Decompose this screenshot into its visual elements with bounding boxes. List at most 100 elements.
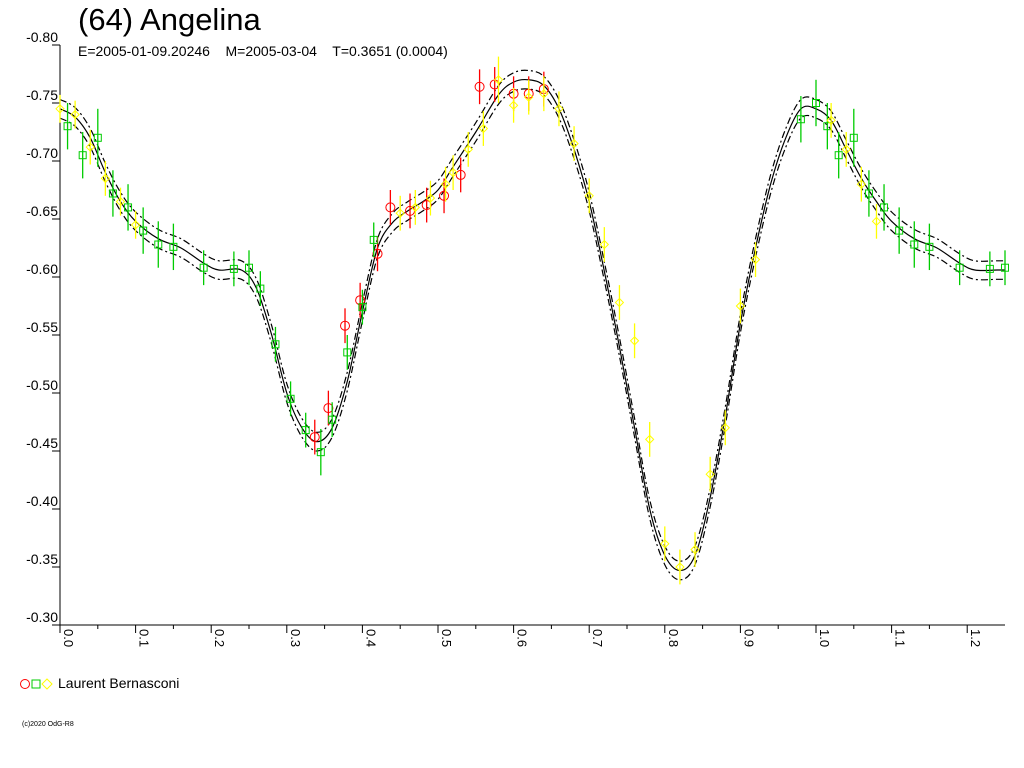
data-point-square xyxy=(369,235,378,244)
data-point-diamond xyxy=(448,167,458,178)
data-point-circle xyxy=(455,169,466,180)
data-point-square xyxy=(1001,263,1009,272)
legend-diamond-icon xyxy=(41,678,53,690)
data-point-diamond xyxy=(660,539,670,549)
data-point-circle xyxy=(323,403,334,414)
fit-upper-band xyxy=(59,69,1005,562)
data-point-square xyxy=(93,133,102,142)
x-tick-label: 0.4 xyxy=(363,629,378,647)
tick-labels: -0.80 -0.75 -0.70 -0.65 -0.60 -0.55 -0.50 -0.45… xyxy=(26,29,983,647)
x-tick-label: 0.0 xyxy=(61,629,76,647)
data-point-diamond xyxy=(629,336,640,346)
data-point-square xyxy=(245,263,253,272)
data-point-circle xyxy=(421,200,432,211)
data-point-square xyxy=(286,394,295,403)
data-point-diamond xyxy=(463,144,473,155)
data-point-diamond xyxy=(675,562,685,572)
x-tick-label: 0.3 xyxy=(288,629,303,647)
data-point-circle xyxy=(309,432,320,443)
data-point-diamond xyxy=(750,254,761,265)
x-tick-label: 0.9 xyxy=(741,629,756,647)
legend-circle-icon xyxy=(20,679,30,689)
legend-square-icon xyxy=(31,679,41,689)
data-point-square xyxy=(849,133,858,142)
data-point-square xyxy=(328,415,337,424)
x-tick-label: 0.1 xyxy=(137,629,152,647)
data-point-diamond xyxy=(478,123,489,134)
data-point-square xyxy=(78,151,87,160)
data-point-diamond xyxy=(410,202,421,213)
data-point-diamond xyxy=(735,301,746,311)
chart-title: (64) Angelina xyxy=(78,2,261,37)
data-point-diamond xyxy=(70,109,80,120)
data-point-square xyxy=(796,115,805,124)
data-point-square xyxy=(63,122,72,131)
x-tick-label: 1.2 xyxy=(968,629,983,647)
data-point-circle xyxy=(474,81,485,92)
y-tick-label: -0.55 xyxy=(26,319,58,335)
x-tick-label: 0.7 xyxy=(590,629,605,647)
data-point-square xyxy=(139,226,148,235)
y-tick-label: -0.40 xyxy=(26,493,58,509)
data-point-square xyxy=(108,189,117,198)
data-point-diamond xyxy=(614,297,625,308)
y-tick-label: -0.35 xyxy=(26,551,58,567)
data-point-square xyxy=(812,99,820,107)
x-tick-label: 1.1 xyxy=(893,629,908,647)
y-tick-label: -0.70 xyxy=(26,145,58,161)
data-point-diamond xyxy=(644,434,655,445)
data-point-diamond xyxy=(539,89,549,99)
data-point-diamond xyxy=(85,142,95,152)
data-point-square xyxy=(895,226,904,235)
y-tick-label: -0.50 xyxy=(26,377,58,393)
data-point-square xyxy=(124,203,133,212)
data-points xyxy=(55,56,1009,585)
x-tick-label: 0.6 xyxy=(515,629,530,647)
data-point-square xyxy=(358,303,367,312)
legend-label: Laurent Bernasconi xyxy=(58,675,180,691)
data-point-square xyxy=(301,426,310,435)
data-point-diamond xyxy=(524,92,534,102)
y-tick-label: -0.60 xyxy=(26,261,58,277)
data-point-square xyxy=(910,240,919,249)
data-point-square xyxy=(955,263,964,272)
legend: Laurent Bernasconi xyxy=(18,674,179,694)
data-point-diamond xyxy=(871,216,882,227)
x-tick-label: 0.2 xyxy=(212,629,227,647)
data-point-circle xyxy=(385,202,396,213)
data-point-diamond xyxy=(599,239,610,250)
chart-subtitle: E=2005-01-09.20246 M=2005-03-04 T=0.3651… xyxy=(78,43,448,59)
data-point-circle xyxy=(340,320,351,331)
data-point-diamond xyxy=(100,173,111,184)
data-point-square xyxy=(229,264,238,273)
data-point-circle xyxy=(372,248,383,259)
x-tick-label: 1.0 xyxy=(817,629,832,647)
data-point-diamond xyxy=(705,469,715,479)
data-point-square xyxy=(864,189,873,198)
y-tick-label: -0.75 xyxy=(26,87,58,103)
data-point-square xyxy=(271,340,280,349)
data-point-square xyxy=(199,263,208,272)
data-point-diamond xyxy=(690,544,700,555)
x-tick-label: 0.8 xyxy=(666,629,681,647)
data-point-diamond xyxy=(841,144,851,155)
copyright-note: (c)2020 OdG-R8 xyxy=(22,721,74,728)
data-point-square xyxy=(880,203,889,212)
x-tick-label: 0.5 xyxy=(439,629,454,647)
y-tick-label: -0.65 xyxy=(26,203,58,219)
data-point-square xyxy=(985,264,994,273)
data-point-square xyxy=(316,448,325,457)
y-tick-label: -0.80 xyxy=(26,29,58,45)
data-point-diamond xyxy=(584,191,594,201)
legend-markers xyxy=(20,678,53,690)
axes xyxy=(52,44,1005,633)
fit-lower-band xyxy=(59,88,1005,581)
data-point-circle xyxy=(355,295,366,306)
data-point-diamond xyxy=(425,193,436,203)
data-point-square xyxy=(343,348,352,357)
data-point-diamond xyxy=(569,138,579,149)
data-point-diamond xyxy=(55,104,65,114)
data-point-square xyxy=(834,151,843,160)
data-point-diamond xyxy=(115,196,126,207)
